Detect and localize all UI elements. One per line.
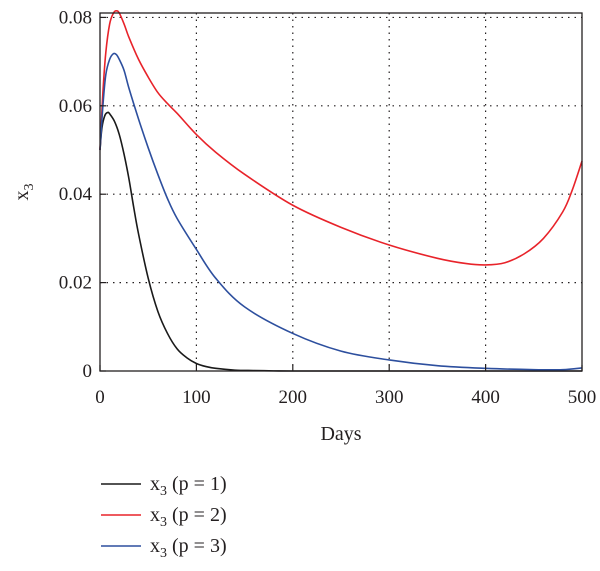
legend-label-p3: x3 (p = 3) <box>150 535 227 561</box>
y-tick-label: 0.02 <box>59 273 92 294</box>
x-tick-label: 400 <box>471 387 500 408</box>
x-tick-label: 300 <box>375 387 404 408</box>
axis-ticks: 0 100 200 300 400 500 0 0.02 0.04 0.06 0.08 <box>59 7 597 408</box>
legend-label-p2: x3 (p = 2) <box>150 504 227 530</box>
series-line-p3 <box>99 52 583 371</box>
x-tick-label: 100 <box>182 387 211 408</box>
y-tick-label: 0 <box>83 361 93 382</box>
y-tick-label: 0.08 <box>59 7 92 28</box>
y-tick-label: 0.06 <box>59 96 92 117</box>
x-axis-title: Days <box>320 423 361 445</box>
legend: x3 (p = 1) x3 (p = 2) x3 (p = 3) <box>101 473 227 561</box>
legend-label-p1: x3 (p = 1) <box>150 473 227 499</box>
y-axis-title: x3 <box>11 184 37 201</box>
y-tick-label: 0.04 <box>59 184 93 205</box>
series-line-p2 <box>99 9 583 266</box>
grid <box>100 13 582 371</box>
x-tick-label: 0 <box>95 387 105 408</box>
x-tick-label: 500 <box>568 387 597 408</box>
plot-frame <box>99 12 583 372</box>
series-line-p1 <box>99 111 582 372</box>
x-tick-label: 200 <box>279 387 308 408</box>
series-lines <box>99 9 583 372</box>
